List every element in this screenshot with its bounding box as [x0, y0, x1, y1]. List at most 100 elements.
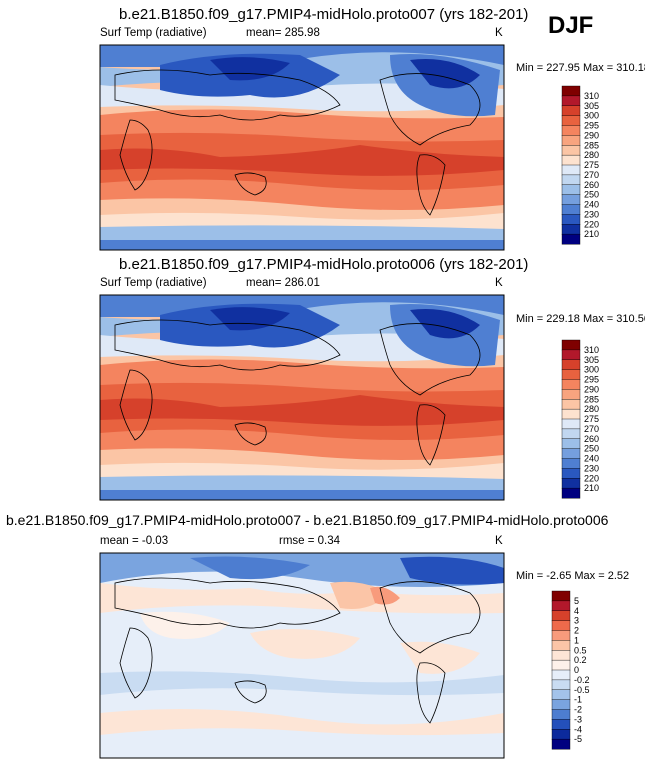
panel-2-colorbar-swatch [561, 359, 581, 371]
panel-1-colorbar-swatches [561, 85, 581, 245]
panel-1-colorbar-swatch [561, 233, 581, 245]
panel-3-colorbar-swatch [551, 709, 571, 720]
panel-2-colorbar-labels: 3103053002952902852802752702602502402302… [584, 345, 599, 493]
panel-2-colorbar-label: 305 [584, 355, 599, 365]
panel-2-colorbar-swatch [561, 468, 581, 479]
panel-3-colorbar-swatch [551, 699, 571, 711]
season-label: DJF [548, 12, 594, 39]
panel-3-colorbar-label: -2 [574, 705, 582, 715]
panel-3-map [99, 552, 505, 759]
panel-1-colorbar-swatch [561, 174, 581, 186]
panel-2-colorbar-swatch [561, 438, 581, 450]
panel-1-colorbar-swatch [561, 184, 581, 196]
panel-1-colorbar-label: 210 [584, 229, 599, 239]
panel-2-variable-label: Surf Temp (radiative) [100, 277, 207, 289]
panel-3-colorbar-swatch [551, 679, 571, 691]
panel-1-colorbar-label: 295 [584, 121, 599, 131]
panel-1-colorbar-swatch [561, 105, 581, 117]
panel-2-colorbar-label: 240 [584, 454, 599, 464]
panel-3-colorbar-label: -5 [574, 734, 582, 744]
panel-1-colorbar-label: 220 [584, 219, 599, 229]
panel-2-colorbar-label: 295 [584, 375, 599, 385]
panel-1-colorbar-swatch [561, 154, 581, 166]
panel-2-colorbar-label: 275 [584, 414, 599, 424]
panel-1-colorbar-swatch [561, 164, 581, 176]
panel-3-rmse-label: rmse = 0.34 [279, 535, 341, 547]
panel-2-colorbar-swatch [561, 389, 581, 400]
panel-2-colorbar-label: 310 [584, 345, 599, 355]
panel-2-colorbar: 3103053002952902852802752702602502402302… [561, 339, 599, 499]
panel-1-colorbar-swatch [561, 115, 581, 127]
panel-2-colorbar-swatch [561, 349, 581, 361]
panel-3-colorbar-swatch [551, 600, 571, 612]
panel-1-colorbar-label: 290 [584, 130, 599, 140]
panel-3-colorbar-swatch [551, 590, 571, 602]
panel-2-units: K [495, 277, 503, 289]
panel-2-mean-label: mean= 286.01 [246, 277, 320, 289]
panel-2-colorbar-label: 285 [584, 394, 599, 404]
panel-2-colorbar-label: 250 [584, 444, 599, 454]
panel-1-mean-label: mean= 285.98 [246, 27, 320, 39]
panel-1-colorbar-swatch [561, 145, 581, 156]
panel-3-mean-label: mean = -0.03 [100, 535, 169, 547]
panel-3-colorbar-label: 0.5 [574, 645, 587, 655]
panel-3-colorbar-swatch [551, 650, 571, 661]
panel-3-colorbar-swatch [551, 630, 571, 641]
panel-3-colorbar-swatch [551, 729, 571, 740]
panel-3-colorbar-swatch [551, 738, 571, 750]
panel-2-colorbar-label: 280 [584, 404, 599, 414]
panel-1-colorbar-label: 305 [584, 101, 599, 111]
panel-1-colorbar-label: 285 [584, 140, 599, 150]
panel-1-colorbar-swatch [561, 194, 581, 206]
panel-2-colorbar-swatch [561, 478, 581, 489]
panel-3-colorbar-label: 4 [574, 606, 579, 616]
panel-2-colorbar-swatch [561, 487, 581, 499]
panel-3-colorbar-swatch [551, 610, 571, 622]
panel-1-colorbar-label: 270 [584, 170, 599, 180]
panel-3-colorbar-swatch [551, 719, 571, 730]
panel-3-colorbar-label: 1 [574, 635, 579, 645]
panel-2-colorbar-label: 300 [584, 365, 599, 375]
panel-1-colorbar-label: 275 [584, 160, 599, 170]
panel-3-colorbar-label: -3 [574, 714, 582, 724]
panel-2-colorbar-label: 290 [584, 384, 599, 394]
panel-1-colorbar-label: 310 [584, 91, 599, 101]
panel-1-colorbar-label: 250 [584, 190, 599, 200]
panel-3-minmax: Min = -2.65 Max = 2.52 [516, 570, 630, 582]
panel-3-colorbar-label: 0 [574, 665, 579, 675]
panel-2-colorbar-label: 230 [584, 463, 599, 473]
panel-1-colorbar-label: 280 [584, 150, 599, 160]
panel-2-map [99, 294, 505, 501]
panel-1-map [99, 44, 505, 251]
panel-2-colorbar-label: 210 [584, 483, 599, 493]
panel-3-colorbar-label: -1 [574, 695, 582, 705]
panel-1-colorbar-swatch [561, 214, 581, 225]
panel-3-colorbar-swatches [551, 590, 571, 750]
panel-2-colorbar-swatch [561, 418, 581, 430]
panel-1-colorbar-label: 230 [584, 209, 599, 219]
panel-3-colorbar-label: 0.2 [574, 655, 587, 665]
panel-3-colorbar-swatch [551, 669, 571, 681]
panel-3-colorbar-swatch [551, 620, 571, 632]
panel-2-colorbar-swatch [561, 379, 581, 390]
panel-1-colorbar-labels: 3103053002952902852802752702602502402302… [584, 91, 599, 239]
panel-2-colorbar-swatch [561, 458, 581, 469]
panel-1-colorbar-label: 260 [584, 180, 599, 190]
panel-3-colorbar-swatch [551, 640, 571, 651]
panel-3-colorbar-label: -4 [574, 724, 582, 734]
panel-1-colorbar-swatch [561, 204, 581, 215]
panel-2-colorbar-label: 260 [584, 434, 599, 444]
panel-1-variable-label: Surf Temp (radiative) [100, 27, 207, 39]
panel-1-colorbar-label: 300 [584, 111, 599, 121]
panel-3-colorbar-label: 2 [574, 626, 579, 636]
panel-3-colorbar-label: 3 [574, 616, 579, 626]
panel-2-colorbar-label: 220 [584, 473, 599, 483]
panel-2-minmax: Min = 229.18 Max = 310.56 [516, 313, 645, 325]
panel-2-colorbar-label: 270 [584, 424, 599, 434]
panel-1-colorbar: 3103053002952902852802752702602502402302… [561, 85, 599, 245]
panel-2-colorbar-swatches [561, 339, 581, 499]
panel-1-colorbar-swatch [561, 135, 581, 146]
panel-2-colorbar-swatch [561, 428, 581, 440]
panel-1-minmax: Min = 227.95 Max = 310.18 [516, 62, 645, 74]
